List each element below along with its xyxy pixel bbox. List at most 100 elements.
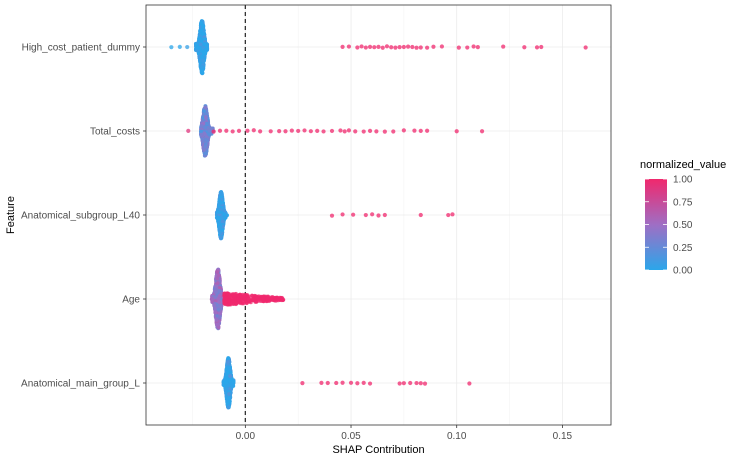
shap-point bbox=[261, 296, 266, 301]
shap-point bbox=[200, 71, 205, 75]
shap-point bbox=[422, 381, 428, 386]
shap-point bbox=[256, 294, 261, 299]
shap-point bbox=[289, 128, 294, 133]
shap-point bbox=[199, 132, 204, 137]
shap-point bbox=[408, 380, 413, 386]
y-tick-label: Total_costs bbox=[90, 127, 140, 138]
shap-point bbox=[355, 45, 360, 50]
shap-point bbox=[210, 296, 214, 301]
shap-point bbox=[319, 380, 324, 385]
shap-point bbox=[199, 124, 204, 128]
shap-point bbox=[224, 128, 229, 133]
y-tick-label: High_cost_patient_dummy bbox=[22, 43, 140, 54]
shap-point bbox=[401, 128, 406, 133]
shap-point bbox=[418, 381, 423, 386]
shap-point bbox=[204, 116, 208, 121]
colorbar-tick-label: 0.00 bbox=[673, 266, 693, 277]
x-axis-title: SHAP Contribution bbox=[332, 444, 424, 456]
shap-point bbox=[283, 129, 288, 134]
colorbar-legend: normalized_value 1.000.750.500.250.00 bbox=[640, 159, 726, 277]
shap-point bbox=[346, 44, 352, 49]
shap-point bbox=[214, 317, 219, 322]
shap-point bbox=[501, 44, 506, 49]
shap-point bbox=[439, 44, 445, 49]
shap-point bbox=[334, 380, 339, 386]
shap-point bbox=[186, 128, 191, 133]
shap-point bbox=[185, 44, 190, 50]
shap-point bbox=[534, 45, 540, 50]
shap-point bbox=[245, 128, 250, 133]
y-tick-label: Anatomical_subgroup_L40 bbox=[21, 211, 140, 222]
shap-point bbox=[384, 44, 390, 49]
shap-point bbox=[467, 381, 472, 386]
shap-point bbox=[338, 128, 343, 133]
y-axis-tick-labels: High_cost_patient_dummy Total_costs Anatom… bbox=[21, 43, 146, 390]
shap-point bbox=[325, 380, 330, 386]
shap-point bbox=[196, 51, 201, 55]
shap-point bbox=[230, 298, 235, 303]
shap-point bbox=[203, 42, 207, 46]
y-axis-title: Feature bbox=[5, 196, 17, 234]
x-tick-label: 0.15 bbox=[553, 431, 573, 442]
x-axis-tick-labels: 0.00 0.05 0.10 0.15 bbox=[236, 425, 573, 442]
shap-point bbox=[200, 136, 205, 141]
shap-point bbox=[348, 380, 354, 385]
shap-point bbox=[296, 128, 301, 134]
shap-point bbox=[340, 44, 345, 50]
shap-point bbox=[271, 298, 276, 303]
shap-point bbox=[177, 44, 182, 49]
shap-point bbox=[276, 298, 281, 303]
shap-point bbox=[522, 45, 527, 50]
shap-point bbox=[280, 298, 285, 303]
shap-point bbox=[199, 20, 204, 25]
shap-point bbox=[218, 230, 223, 235]
shap-point bbox=[321, 129, 326, 134]
shap-point bbox=[446, 212, 451, 218]
shap-point bbox=[382, 212, 387, 218]
shap-point bbox=[456, 45, 461, 50]
shap-point bbox=[475, 45, 480, 50]
shap-point bbox=[200, 65, 205, 70]
shap-point bbox=[539, 44, 544, 50]
shap-point bbox=[217, 204, 222, 209]
shap-point bbox=[418, 45, 423, 50]
shap-point bbox=[363, 212, 368, 218]
shap-point bbox=[215, 281, 220, 285]
colorbar-tick-label: 0.75 bbox=[673, 197, 693, 208]
shap-point bbox=[236, 128, 242, 133]
shap-point bbox=[227, 396, 232, 401]
shap-point bbox=[370, 212, 375, 217]
shap-point bbox=[198, 58, 203, 63]
shap-point bbox=[224, 380, 229, 385]
shap-point bbox=[225, 371, 230, 375]
shap-point bbox=[454, 129, 459, 134]
shap-point bbox=[201, 58, 206, 63]
shap-point bbox=[204, 47, 209, 51]
shap-point bbox=[199, 129, 203, 134]
shap-point bbox=[225, 401, 230, 406]
shap-point bbox=[217, 210, 222, 215]
shap-point bbox=[225, 360, 230, 364]
shap-point bbox=[216, 273, 221, 278]
shap-point bbox=[372, 45, 377, 50]
shap-point bbox=[382, 129, 387, 134]
shap-point bbox=[471, 44, 476, 49]
shap-point bbox=[217, 311, 222, 316]
shap-point bbox=[197, 37, 201, 41]
shap-point bbox=[216, 216, 221, 220]
shap-point bbox=[212, 306, 217, 311]
shap-point bbox=[340, 380, 345, 385]
shap-point bbox=[214, 322, 219, 327]
shap-point bbox=[302, 128, 307, 133]
shap-point bbox=[410, 44, 415, 50]
shap-point bbox=[203, 105, 208, 110]
shap-point bbox=[216, 296, 221, 301]
shap-point bbox=[425, 45, 430, 50]
shap-point bbox=[397, 381, 402, 386]
shap-point bbox=[367, 128, 373, 134]
shap-point bbox=[376, 213, 381, 218]
shap-point bbox=[198, 42, 203, 47]
shap-point bbox=[227, 293, 232, 298]
shap-point bbox=[230, 383, 235, 388]
